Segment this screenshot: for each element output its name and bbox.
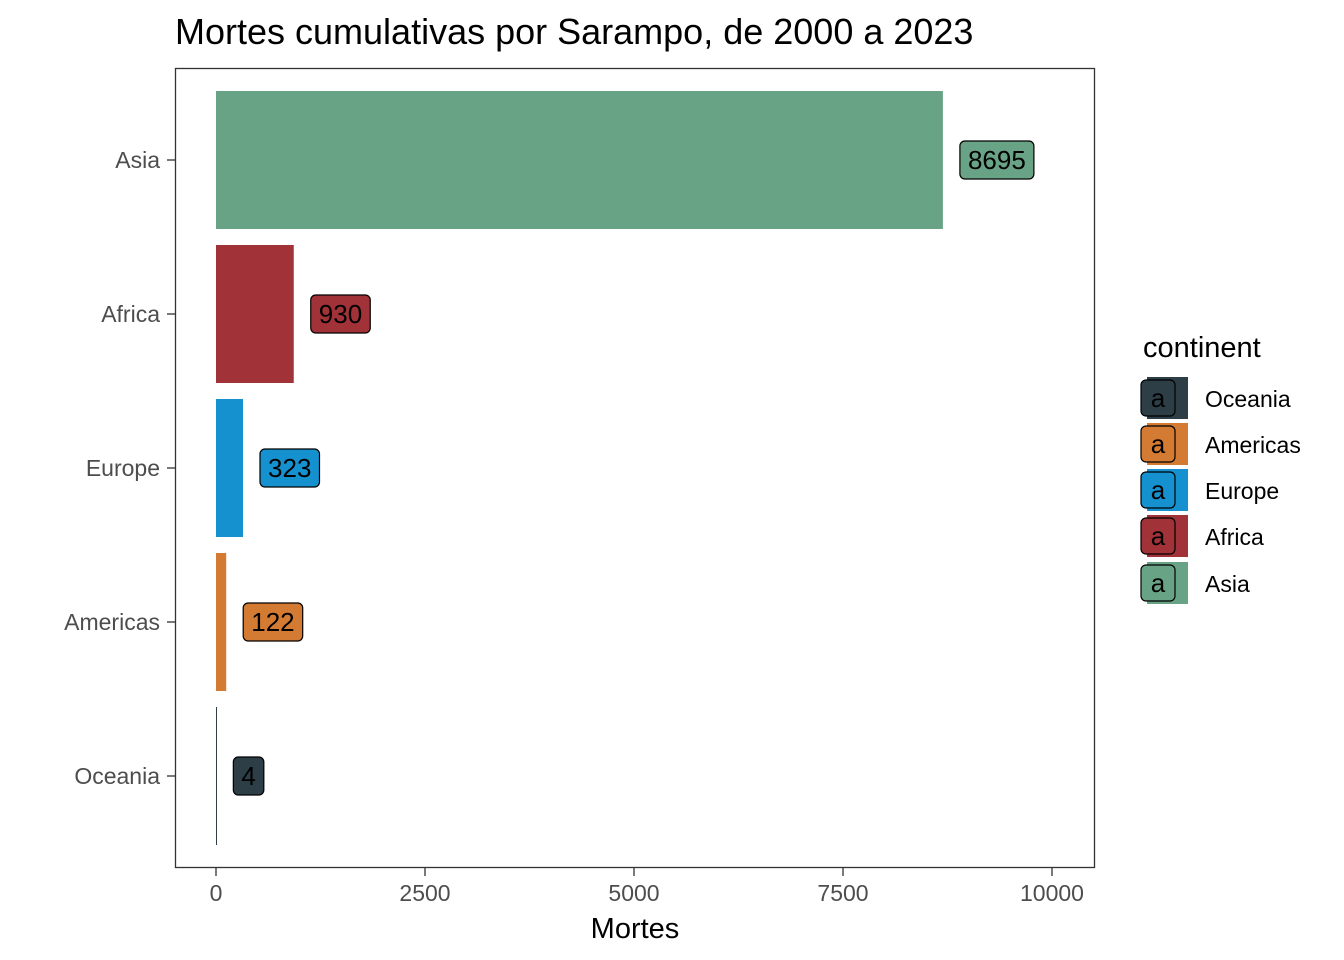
x-axis: 0 2500 5000 7500 10000 <box>210 868 1084 906</box>
y-tick-label-asia: Asia <box>115 147 160 173</box>
data-label-oceania: 4 <box>232 756 265 796</box>
legend-label: Americas <box>1205 432 1301 458</box>
chart-title: Mortes cumulativas por Sarampo, de 2000 … <box>175 11 973 52</box>
bar-oceania <box>216 707 217 845</box>
data-label-europe: 323 <box>259 448 321 488</box>
x-tick-label: 2500 <box>399 880 450 906</box>
legend-key-label-box <box>1140 425 1176 463</box>
bar-europe <box>216 399 244 537</box>
y-tick-label-europe: Europe <box>86 455 160 481</box>
y-tick-label-americas: Americas <box>64 609 160 635</box>
bar-africa <box>216 245 294 383</box>
x-tick-label: 0 <box>210 880 223 906</box>
x-tick-label: 5000 <box>608 880 659 906</box>
data-label-text: 323 <box>268 453 311 483</box>
data-label-asia: 8695 <box>959 140 1035 180</box>
data-label-box <box>259 448 321 488</box>
legend-key-glyph: a <box>1151 429 1166 459</box>
legend-key-label-box <box>1140 471 1176 509</box>
data-label-text: 8695 <box>968 145 1026 175</box>
data-label-box <box>310 294 371 334</box>
legend: continent a Oceania a Americas a Europe a Afric… <box>1140 332 1301 604</box>
legend-label: Africa <box>1205 524 1264 550</box>
legend-key-label-box <box>1140 379 1176 417</box>
legend-key-label-box <box>1140 517 1176 555</box>
plot-panel <box>174 67 1096 869</box>
bar-asia <box>216 91 943 229</box>
legend-item-africa: a Africa <box>1140 515 1264 557</box>
x-tick-label: 10000 <box>1020 880 1084 906</box>
data-label-text: 122 <box>251 607 294 637</box>
data-label-text: 4 <box>241 761 255 791</box>
data-label-box <box>959 140 1035 180</box>
data-label-text: 930 <box>319 299 362 329</box>
legend-key-glyph: a <box>1151 475 1166 505</box>
legend-key-glyph: a <box>1151 383 1166 413</box>
data-label-box <box>232 756 265 796</box>
data-label-americas: 122 <box>242 602 304 642</box>
legend-label: Oceania <box>1205 386 1291 412</box>
data-labels: 8695 930 323 122 4 <box>232 140 1035 796</box>
legend-item-europe: a Europe <box>1140 469 1279 511</box>
x-axis-title: Mortes <box>591 913 680 945</box>
y-tick-label-africa: Africa <box>101 301 160 327</box>
legend-title: continent <box>1143 332 1261 364</box>
y-axis: Asia Africa Europe Americas Oceania <box>64 147 175 789</box>
legend-key-glyph: a <box>1151 521 1166 551</box>
legend-label: Europe <box>1205 478 1279 504</box>
legend-item-oceania: a Oceania <box>1140 377 1291 419</box>
data-label-box <box>242 602 304 642</box>
legend-label: Asia <box>1205 571 1250 597</box>
x-tick-label: 7500 <box>817 880 868 906</box>
bar-americas <box>216 553 227 691</box>
legend-item-americas: a Americas <box>1140 423 1301 465</box>
bars <box>216 91 943 845</box>
data-label-africa: 930 <box>310 294 371 334</box>
legend-item-asia: a Asia <box>1140 562 1250 604</box>
legend-key-label-box <box>1140 564 1176 602</box>
y-tick-label-oceania: Oceania <box>74 763 160 789</box>
legend-key-glyph: a <box>1151 568 1166 598</box>
